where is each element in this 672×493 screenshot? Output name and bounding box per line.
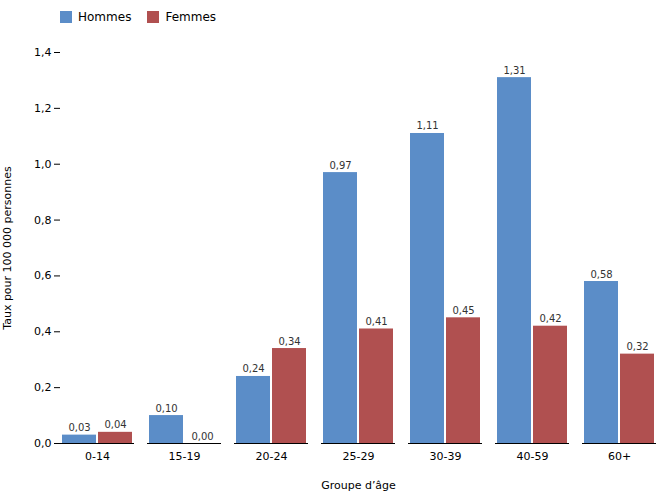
svg-text:0,41: 0,41 bbox=[365, 316, 387, 327]
svg-text:0,4: 0,4 bbox=[34, 325, 52, 338]
svg-text:15-19: 15-19 bbox=[169, 450, 201, 463]
svg-text:0,45: 0,45 bbox=[452, 305, 474, 316]
html-text:Hommes: Hommes bbox=[78, 10, 132, 24]
svg-text:1,0: 1,0 bbox=[34, 158, 52, 171]
svg-text:0,2: 0,2 bbox=[34, 381, 52, 394]
svg-text:0,0: 0,0 bbox=[34, 437, 52, 450]
svg-text:0,42: 0,42 bbox=[539, 313, 561, 324]
svg-text:0-14: 0-14 bbox=[85, 450, 110, 463]
svg-text:0,97: 0,97 bbox=[329, 160, 351, 171]
svg-text:Taux pour 100 000 personnes: Taux pour 100 000 personnes bbox=[1, 166, 14, 331]
svg-text:Groupe d’âge: Groupe d’âge bbox=[321, 479, 396, 492]
svg-text:1,2: 1,2 bbox=[34, 102, 52, 115]
svg-text:60+: 60+ bbox=[608, 450, 631, 463]
svg-text:30-39: 30-39 bbox=[430, 450, 462, 463]
svg-text:0,24: 0,24 bbox=[242, 363, 264, 374]
html-text:Femmes: Femmes bbox=[165, 10, 216, 24]
svg-text:1,11: 1,11 bbox=[416, 120, 438, 131]
svg-text:20-24: 20-24 bbox=[256, 450, 288, 463]
svg-text:0,34: 0,34 bbox=[278, 336, 300, 347]
svg-text:40-59: 40-59 bbox=[517, 450, 549, 463]
svg-text:0,10: 0,10 bbox=[155, 403, 177, 414]
svg-text:0,58: 0,58 bbox=[590, 269, 612, 280]
svg-text:1,4: 1,4 bbox=[34, 46, 52, 59]
svg-text:0,32: 0,32 bbox=[626, 341, 648, 352]
svg-text:25-29: 25-29 bbox=[343, 450, 375, 463]
svg-text:1,31: 1,31 bbox=[503, 65, 525, 76]
svg-text:0,00: 0,00 bbox=[191, 431, 213, 442]
svg-text:0,8: 0,8 bbox=[34, 214, 52, 227]
svg-text:0,03: 0,03 bbox=[68, 422, 90, 433]
svg-text:0,04: 0,04 bbox=[104, 419, 126, 430]
svg-text:0,6: 0,6 bbox=[34, 269, 52, 282]
